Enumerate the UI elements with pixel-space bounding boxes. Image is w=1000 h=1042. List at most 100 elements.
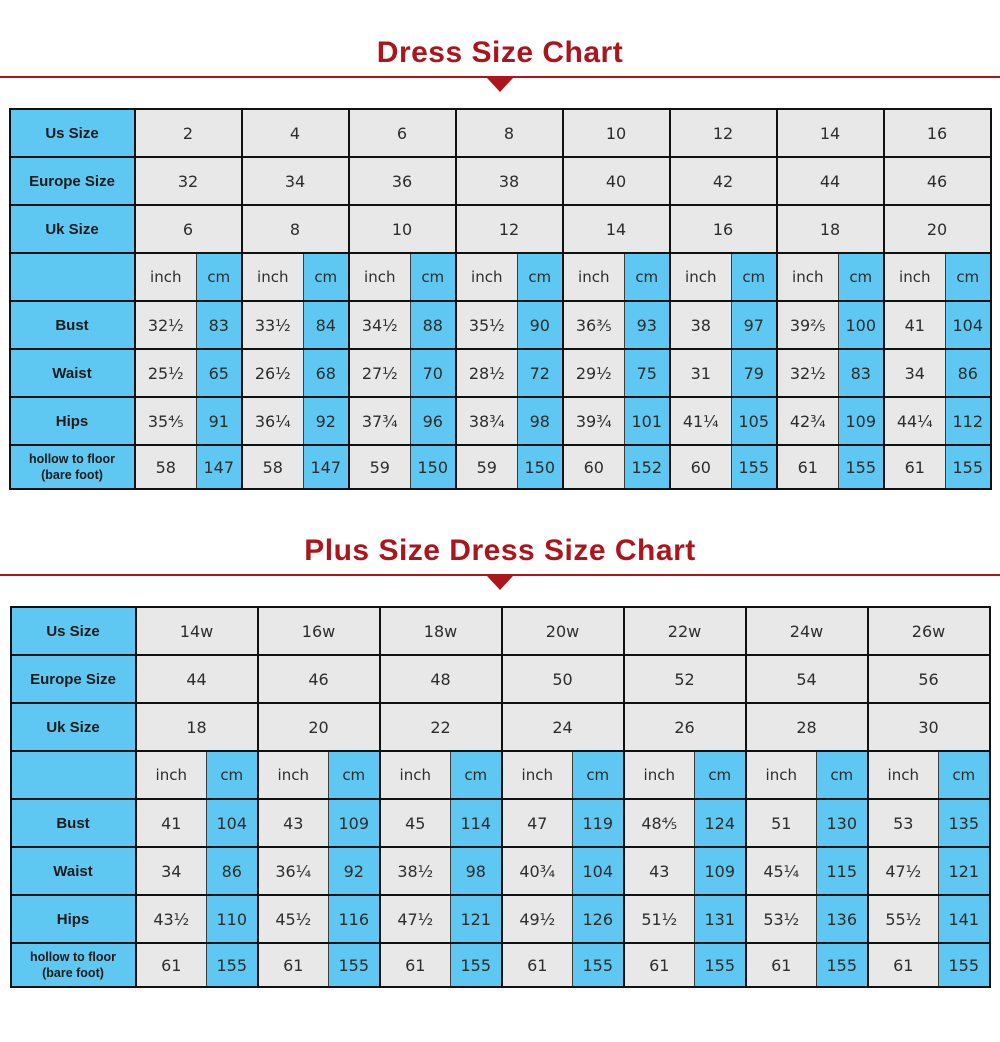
cm-value-cell: 121 <box>450 894 502 944</box>
cm-value-cell: 105 <box>731 396 777 446</box>
cm-value-cell: 104 <box>206 798 258 848</box>
inch-value-cell: 61 <box>866 942 939 988</box>
cm-value-cell: 83 <box>838 348 884 398</box>
size-value-cell: 20 <box>256 702 380 752</box>
size-value-cell: 44 <box>134 654 258 704</box>
inch-value-cell: 61 <box>378 942 451 988</box>
cm-value-cell: 114 <box>450 798 502 848</box>
inch-value-cell: 59 <box>454 444 518 490</box>
hollow-to-floor-row: hollow to floor (bare foot) 58 147 58 147 59 15… <box>9 444 991 490</box>
cm-value-cell: 96 <box>410 396 456 446</box>
cm-value-cell: 155 <box>731 444 777 490</box>
inch-value-cell: 25½ <box>133 348 197 398</box>
unit-row: inch cm inch cm inch cm inch cm inch cm inch cm inch… <box>9 252 991 302</box>
inch-value-cell: 45½ <box>256 894 329 944</box>
inch-value-cell: 27½ <box>347 348 411 398</box>
size-value-cell: 10 <box>347 204 456 254</box>
cm-value-cell: 104 <box>945 300 991 350</box>
cm-unit-cell: cm <box>410 252 456 302</box>
size-value-cell: 12 <box>454 204 563 254</box>
inch-value-cell: 60 <box>561 444 625 490</box>
size-value-cell: 24 <box>500 702 624 752</box>
inch-value-cell: 35½ <box>454 300 518 350</box>
inch-value-cell: 41 <box>882 300 946 350</box>
row-label: Waist <box>10 846 136 896</box>
size-value-cell: 30 <box>866 702 990 752</box>
inch-value-cell: 61 <box>256 942 329 988</box>
inch-value-cell: 36¼ <box>256 846 329 896</box>
inch-unit-cell: inch <box>622 750 695 800</box>
inch-value-cell: 51½ <box>622 894 695 944</box>
unit-row: inch cm inch cm inch cm inch cm inch cm inch cm inch… <box>10 750 990 800</box>
cm-value-cell: 119 <box>572 798 624 848</box>
cm-value-cell: 135 <box>938 798 990 848</box>
row-label: Us Size <box>10 606 136 656</box>
size-value-cell: 46 <box>882 156 991 206</box>
inch-unit-cell: inch <box>133 252 197 302</box>
cm-value-cell: 155 <box>572 942 624 988</box>
cm-value-cell: 155 <box>694 942 746 988</box>
cm-value-cell: 155 <box>838 444 884 490</box>
size-value-cell: 16w <box>256 606 380 656</box>
size-value-cell: 22 <box>378 702 502 752</box>
inch-value-cell: 49½ <box>500 894 573 944</box>
size-value-cell: 14 <box>561 204 670 254</box>
cm-value-cell: 121 <box>938 846 990 896</box>
size-value-cell: 16 <box>882 108 991 158</box>
cm-value-cell: 126 <box>572 894 624 944</box>
row-label: Uk Size <box>9 204 135 254</box>
waist-row: Waist 34 86 36¼ 92 38½ 98 40¾ 104 43 109 45¼ 115 47½ 1… <box>10 846 990 896</box>
size-value-cell: 48 <box>378 654 502 704</box>
cm-value-cell: 90 <box>517 300 563 350</box>
cm-value-cell: 88 <box>410 300 456 350</box>
row-label <box>9 252 135 302</box>
cm-value-cell: 92 <box>303 396 349 446</box>
inch-value-cell: 33½ <box>240 300 304 350</box>
size-value-cell: 46 <box>256 654 380 704</box>
cm-value-cell: 79 <box>731 348 777 398</box>
cm-value-cell: 150 <box>410 444 456 490</box>
inch-value-cell: 34½ <box>347 300 411 350</box>
cm-value-cell: 101 <box>624 396 670 446</box>
waist-row: Waist 25½ 65 26½ 68 27½ 70 28½ 72 29½ 75 31 79 32½ 83 3… <box>9 348 991 398</box>
inch-unit-cell: inch <box>240 252 304 302</box>
hips-row: Hips 43½ 110 45½ 116 47½ 121 49½ 126 51½ 131 53½ 136… <box>10 894 990 944</box>
cm-unit-cell: cm <box>450 750 502 800</box>
cm-unit-cell: cm <box>206 750 258 800</box>
cm-unit-cell: cm <box>945 252 991 302</box>
inch-value-cell: 37¾ <box>347 396 411 446</box>
cm-value-cell: 155 <box>816 942 868 988</box>
inch-value-cell: 55½ <box>866 894 939 944</box>
cm-value-cell: 155 <box>206 942 258 988</box>
cm-value-cell: 147 <box>196 444 242 490</box>
inch-value-cell: 44¼ <box>882 396 946 446</box>
inch-value-cell: 29½ <box>561 348 625 398</box>
cm-value-cell: 75 <box>624 348 670 398</box>
size-value-cell: 20w <box>500 606 624 656</box>
cm-value-cell: 100 <box>838 300 884 350</box>
us-size-row: Us Size 2 4 6 8 10 12 14 16 <box>9 108 991 158</box>
cm-unit-cell: cm <box>731 252 777 302</box>
inch-value-cell: 36¼ <box>240 396 304 446</box>
inch-unit-cell: inch <box>668 252 732 302</box>
row-label: Europe Size <box>9 156 135 206</box>
cm-value-cell: 83 <box>196 300 242 350</box>
inch-value-cell: 48⅘ <box>622 798 695 848</box>
row-label: hollow to floor (bare foot) <box>9 444 135 490</box>
cm-value-cell: 131 <box>694 894 746 944</box>
row-label: Bust <box>9 300 135 350</box>
row-label: Europe Size <box>10 654 136 704</box>
cm-value-cell: 93 <box>624 300 670 350</box>
size-value-cell: 22w <box>622 606 746 656</box>
cm-unit-cell: cm <box>816 750 868 800</box>
row-label: hollow to floor (bare foot) <box>10 942 136 988</box>
size-value-cell: 24w <box>744 606 868 656</box>
cm-value-cell: 110 <box>206 894 258 944</box>
row-label: Us Size <box>9 108 135 158</box>
cm-unit-cell: cm <box>838 252 884 302</box>
inch-value-cell: 61 <box>134 942 207 988</box>
down-arrow-icon <box>487 576 513 590</box>
inch-unit-cell: inch <box>256 750 329 800</box>
bust-row: Bust 32½ 83 33½ 84 34½ 88 35½ 90 36⅗ 93 38 97 39⅖ 100 4… <box>9 300 991 350</box>
uk-size-row: Uk Size 18 20 22 24 26 28 30 <box>10 702 990 752</box>
